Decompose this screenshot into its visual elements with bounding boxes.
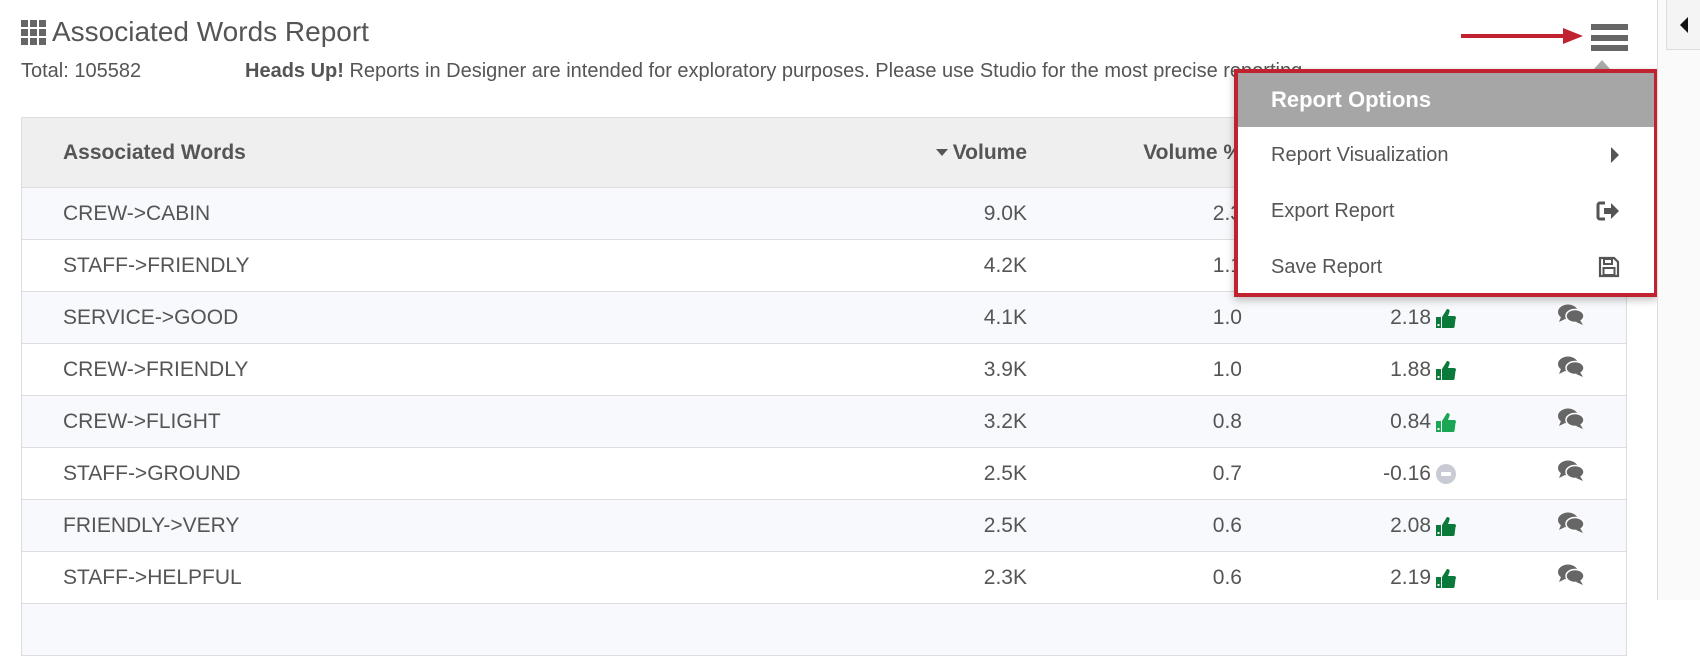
cell-volume-pct: 0.7 — [1212, 461, 1242, 485]
menu-caret-icon — [1594, 60, 1610, 69]
cell-sentiment: -0.16 — [1256, 462, 1471, 486]
sidebar-divider — [1657, 0, 1658, 600]
cell-comments — [1471, 563, 1626, 593]
grid-icon — [21, 19, 46, 45]
cell-volume: 4.2K — [983, 253, 1027, 277]
sentiment-value: 1.88 — [1390, 357, 1431, 381]
chevron-right-icon — [1611, 147, 1619, 163]
report-title-text: Associated Words Report — [52, 16, 369, 47]
annotation-arrow-icon — [1461, 28, 1583, 44]
comments-icon[interactable] — [1557, 563, 1585, 587]
report-title: Associated Words Report — [21, 16, 369, 48]
sentiment-value: 2.19 — [1390, 565, 1431, 589]
thumbs-up-icon — [1436, 568, 1456, 588]
cell-word: CREW->FRIENDLY — [63, 357, 249, 381]
cell-comments — [1471, 407, 1626, 437]
cell-volume-pct: 2.3 — [1212, 201, 1242, 225]
cell-volume-pct: 1.0 — [1212, 357, 1242, 381]
report-options-menu-button[interactable] — [1591, 24, 1628, 51]
export-icon — [1596, 201, 1619, 221]
thumbs-up-icon — [1436, 360, 1456, 380]
cell-volume-pct: 0.6 — [1212, 513, 1242, 537]
cell-volume: 3.9K — [983, 357, 1027, 381]
menu-item-label: Save Report — [1271, 255, 1383, 278]
table-row[interactable]: STAFF->GROUND 2.5K 0.7 -0.16 — [22, 448, 1626, 500]
cell-word: STAFF->HELPFUL — [63, 565, 242, 589]
sort-desc-icon — [935, 149, 948, 157]
table-row[interactable]: CREW->FLIGHT 3.2K 0.8 0.84 — [22, 396, 1626, 448]
sentiment-value: 0.84 — [1390, 409, 1431, 433]
save-icon — [1598, 256, 1620, 278]
table-row[interactable]: SERVICE->GOOD 4.1K 1.0 2.18 — [22, 292, 1626, 344]
menu-item-report-visualization[interactable]: Report Visualization — [1238, 127, 1654, 183]
cell-volume: 4.1K — [983, 305, 1027, 329]
sentiment-value: 2.18 — [1390, 305, 1431, 329]
comments-icon[interactable] — [1557, 459, 1585, 483]
table-row[interactable]: STAFF->HELPFUL 2.3K 0.6 2.19 — [22, 552, 1626, 604]
notice-bold: Heads Up! — [245, 60, 344, 82]
cell-sentiment: 1.88 — [1256, 358, 1471, 382]
table-row[interactable]: CREW->FRIENDLY 3.9K 1.0 1.88 — [22, 344, 1626, 396]
cell-word: SERVICE->GOOD — [63, 305, 239, 329]
right-sidebar — [1658, 0, 1700, 600]
sentiment-value: -0.16 — [1383, 461, 1431, 485]
sentiment-value: 2.08 — [1390, 513, 1431, 537]
thumbs-up-icon — [1436, 308, 1456, 328]
cell-word: STAFF->GROUND — [63, 461, 241, 485]
cell-word: FRIENDLY->VERY — [63, 513, 240, 537]
cell-volume-pct: 0.6 — [1212, 565, 1242, 589]
thumbs-up-icon — [1436, 412, 1456, 432]
chevron-left-icon — [1680, 16, 1688, 33]
cell-sentiment: 2.19 — [1256, 566, 1471, 590]
menu-item-label: Export Report — [1271, 199, 1395, 222]
cell-sentiment — [1256, 618, 1471, 642]
cell-comments — [1471, 355, 1626, 385]
cell-comments — [1471, 303, 1626, 333]
cell-volume-pct: 0.8 — [1212, 409, 1242, 433]
cell-sentiment: 2.08 — [1256, 514, 1471, 538]
menu-item-export-report[interactable]: Export Report — [1238, 183, 1654, 239]
neutral-icon — [1436, 463, 1456, 484]
cell-volume: 9.0K — [983, 201, 1027, 225]
menu-item-save-report[interactable]: Save Report — [1238, 239, 1654, 295]
cell-volume: 2.5K — [983, 513, 1027, 537]
table-row[interactable]: FRIENDLY->VERY 2.5K 0.6 2.08 — [22, 500, 1626, 552]
total-count: Total: 105582 — [21, 60, 142, 82]
header-associated-words[interactable]: Associated Words — [63, 140, 246, 164]
cell-volume-pct: 1.0 — [1212, 305, 1242, 329]
comments-icon[interactable] — [1557, 511, 1585, 535]
header-volume-label: Volume — [952, 140, 1027, 164]
cell-sentiment: 2.18 — [1256, 306, 1471, 330]
cell-volume-pct: 1.1 — [1212, 253, 1242, 277]
cell-volume: 2.3K — [983, 565, 1027, 589]
cell-word: CREW->CABIN — [63, 201, 211, 225]
notice-text: Reports in Designer are intended for exp… — [343, 60, 1308, 82]
comments-icon[interactable] — [1557, 407, 1585, 431]
sidebar-collapse-button[interactable] — [1666, 0, 1700, 50]
cell-volume: 2.5K — [983, 461, 1027, 485]
header-volume-pct[interactable]: Volume % — [1143, 140, 1242, 164]
cell-sentiment: 0.84 — [1256, 410, 1471, 434]
header-volume[interactable]: Volume — [761, 141, 1041, 165]
cell-comments — [1471, 459, 1626, 489]
cell-comments — [1471, 511, 1626, 541]
menu-item-label: Report Visualization — [1271, 143, 1449, 166]
report-options-menu: Report Options Report Visualization Expo… — [1234, 69, 1658, 297]
cell-word: STAFF->FRIENDLY — [63, 253, 250, 277]
comments-icon[interactable] — [1557, 355, 1585, 379]
thumbs-up-icon — [1436, 516, 1456, 536]
cell-volume: 3.2K — [983, 409, 1027, 433]
comments-icon[interactable] — [1557, 303, 1585, 327]
table-row[interactable] — [22, 604, 1626, 656]
cell-word: CREW->FLIGHT — [63, 409, 221, 433]
report-subline: Total: 105582 Heads Up! Reports in Design… — [21, 60, 1581, 83]
menu-title: Report Options — [1238, 73, 1654, 127]
